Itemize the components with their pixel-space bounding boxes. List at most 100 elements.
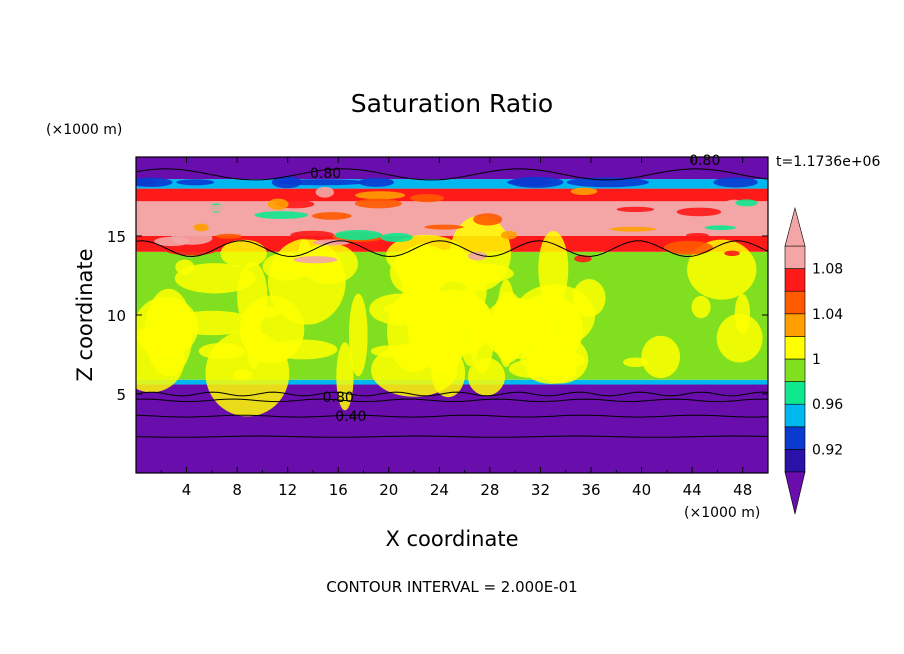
field-patch [704,225,737,231]
x-tick-label: 8 [232,481,242,499]
colorbar-box [784,268,806,292]
field-patch [154,236,190,247]
field-patch [566,177,649,188]
field-patch [299,243,359,284]
contour-line [136,391,768,397]
y-tick-label: 10 [107,307,126,325]
field-patch [410,194,444,203]
field-patch [336,342,354,411]
colorbar-over-triangle [784,206,806,247]
field-patch [691,295,711,319]
contour-lines [136,168,768,438]
field-patch [641,335,681,379]
field-patch [468,251,487,261]
contour-line [136,240,768,258]
x-tick-label: 48 [733,481,752,499]
field-patch [735,199,758,207]
colorbar-tick-label: 0.96 [812,397,843,413]
field-patch [424,224,464,230]
field-patch [724,250,740,257]
field-patch [509,176,564,188]
colorbar-box [784,336,806,360]
contour-line [136,435,768,438]
x-axis-title: X coordinate [385,527,518,551]
field-patch [136,177,173,187]
field-patch [473,213,503,226]
field-patch [713,177,758,188]
colorbar-tick-label: 1.04 [812,307,843,323]
field-patch [513,294,584,366]
colorbar-box [784,313,806,337]
x-tick-label: 36 [581,481,600,499]
colorbar-box [784,403,806,428]
field-patch [354,198,402,209]
contour-line [136,398,768,403]
y-tick-label: 15 [107,228,126,246]
field-patch [686,232,709,238]
field-patch [215,233,243,239]
x-tick-label: 28 [480,481,499,499]
field-patch [176,179,215,186]
field-patch [358,177,394,187]
contour-value-label: 0.80 [310,166,341,182]
y-axis-title: Z coordinate [73,248,97,381]
x-axis-ticks: 4 8 12 16 20 24 28 32 36 40 44 48 [160,157,752,499]
field-patch [144,288,193,377]
y-tick-label: 5 [116,386,126,404]
field-patch [687,239,757,300]
y-unit-label: (×1000 m) [46,122,122,138]
colorbar: 0.92 0.96 1 1.04 1.08 [784,206,843,515]
field-band [136,157,768,180]
field-patch [716,313,763,363]
colorbar-box [784,426,806,450]
field-patch [570,187,598,196]
colorbar-tick-label: 0.92 [812,442,843,458]
x-tick-label: 20 [379,481,398,499]
field-band [136,188,768,202]
field-patch [334,229,383,241]
x-tick-label: 4 [182,481,192,499]
field-patch [293,256,338,264]
field-patch [220,239,267,268]
field-patch [520,348,585,372]
colorbar-box [784,358,806,382]
field-patch [164,243,218,256]
x-tick-label: 44 [683,481,702,499]
field-patch [193,223,209,232]
x-tick-label: 16 [329,481,348,499]
colorbar-box [784,245,806,269]
field-patch [254,211,309,219]
contour-labels: 0.80 0.80 0.80 0.40 [310,153,720,425]
field-patch [193,204,248,212]
saturation-field [136,157,768,473]
field-patch [610,226,656,232]
x-tick-label: 24 [430,481,449,499]
time-label: t=1.1736e+06 [776,154,880,170]
x-unit-label: (×1000 m) [684,505,760,521]
field-patch [380,232,413,243]
field-patch [496,279,516,368]
contour-interval-text: CONTOUR INTERVAL = 2.000E-01 [326,578,577,596]
field-patch [237,261,268,330]
field-patch [348,293,368,377]
contour-line [136,168,768,181]
x-tick-label: 40 [632,481,651,499]
field-patch [616,206,655,213]
field-patch [370,345,414,358]
field-patch [646,204,699,209]
field-patch [467,357,506,396]
x-tick-label: 32 [531,481,550,499]
contour-line [136,414,768,418]
contour-value-label: 0.40 [335,409,366,425]
field-patch [420,322,464,373]
field-patch [355,191,406,200]
field-patch [498,210,515,215]
field-patch [574,255,592,263]
colorbar-tick-label: 1 [812,352,821,368]
field-patch [174,263,256,294]
colorbar-box [784,449,806,473]
x-tick-label: 12 [278,481,297,499]
field-patch [198,342,246,360]
field-patch [175,259,195,275]
